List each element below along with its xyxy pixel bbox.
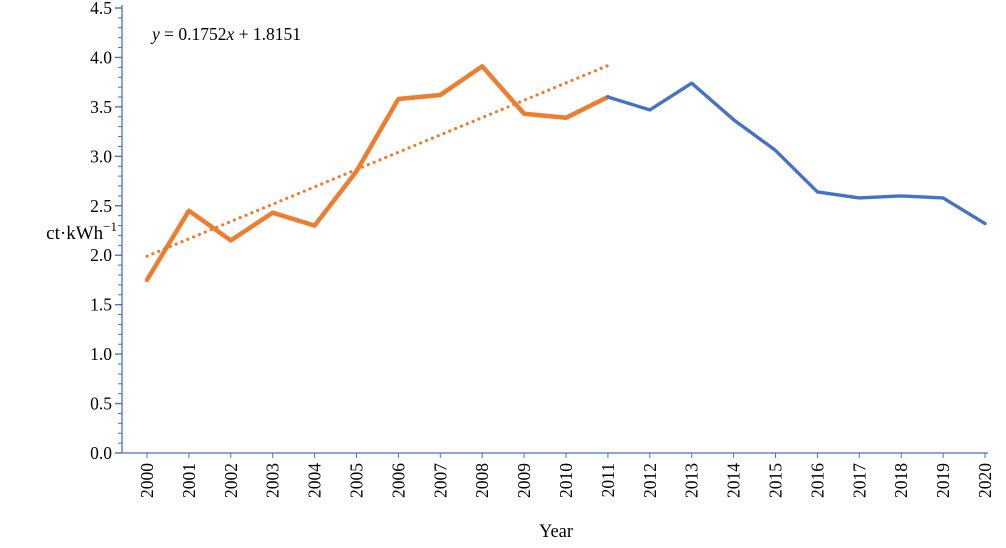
x-tick-label: 2014 xyxy=(724,463,744,498)
x-tick-label: 2019 xyxy=(933,463,953,498)
x-tick-label: 2015 xyxy=(766,463,786,498)
equation-x-var: x xyxy=(226,24,235,44)
x-tick-label: 2001 xyxy=(179,463,199,498)
x-tick-label: 2017 xyxy=(849,463,869,498)
y-tick-label: 0.5 xyxy=(90,394,112,414)
x-tick-label: 2010 xyxy=(556,463,576,498)
x-tick-label: 2018 xyxy=(891,463,911,498)
x-tick-label: 2016 xyxy=(807,463,827,498)
trendline xyxy=(145,64,610,258)
series-line-blue-2011-2020 xyxy=(606,81,987,226)
x-tick-label: 2000 xyxy=(137,463,157,498)
x-tick-label: 2011 xyxy=(598,463,618,497)
x-tick-label: 2006 xyxy=(388,463,408,498)
y-tick-label: 2.5 xyxy=(90,196,112,216)
y-tick-label: 1.5 xyxy=(90,295,112,315)
axes: 0.0 0.5 1.0 1.5 2.0 2.5 3.0 3.5 4.0 4.5 2000 2001 20… xyxy=(90,0,995,498)
y-tick-label: 4.0 xyxy=(90,47,112,67)
y-tick-label: 1.0 xyxy=(90,344,112,364)
y-tick-label: 3.0 xyxy=(90,146,112,166)
series-line-orange-2000-2011 xyxy=(144,64,611,283)
y-tick-label: 0.0 xyxy=(90,443,112,463)
y-tick-label: 4.5 xyxy=(90,0,112,18)
trendline-equation: y = 0.1752x + 1.8151 xyxy=(150,24,301,44)
data-series xyxy=(144,64,987,283)
x-tick-label: 2004 xyxy=(305,463,325,498)
x-tick-label: 2012 xyxy=(640,463,660,498)
x-tick-label: 2005 xyxy=(347,463,367,498)
y-axis-unit-superscript: −1 xyxy=(103,219,117,234)
trendline-dotted xyxy=(145,64,610,258)
x-tick-label: 2008 xyxy=(472,463,492,498)
x-tick-label: 2020 xyxy=(975,463,995,498)
y-axis-title: ct·kWh−1 xyxy=(46,219,117,244)
y-axis-unit-base: ct·kWh xyxy=(46,223,103,244)
x-tick-label: 2003 xyxy=(263,463,283,498)
x-tick-label: 2007 xyxy=(430,463,450,498)
x-tick-label: 2009 xyxy=(514,463,534,498)
y-tick-label: 3.5 xyxy=(90,97,112,117)
x-tick-label: 2002 xyxy=(221,463,241,498)
equation-y-var: y xyxy=(150,24,160,44)
equation-slope: = 0.1752 xyxy=(160,24,227,44)
y-tick-label: 2.0 xyxy=(90,245,112,265)
x-tick-label: 2013 xyxy=(682,463,702,498)
equation-intercept: + 1.8151 xyxy=(234,24,301,44)
x-axis-title: Year xyxy=(539,522,573,542)
